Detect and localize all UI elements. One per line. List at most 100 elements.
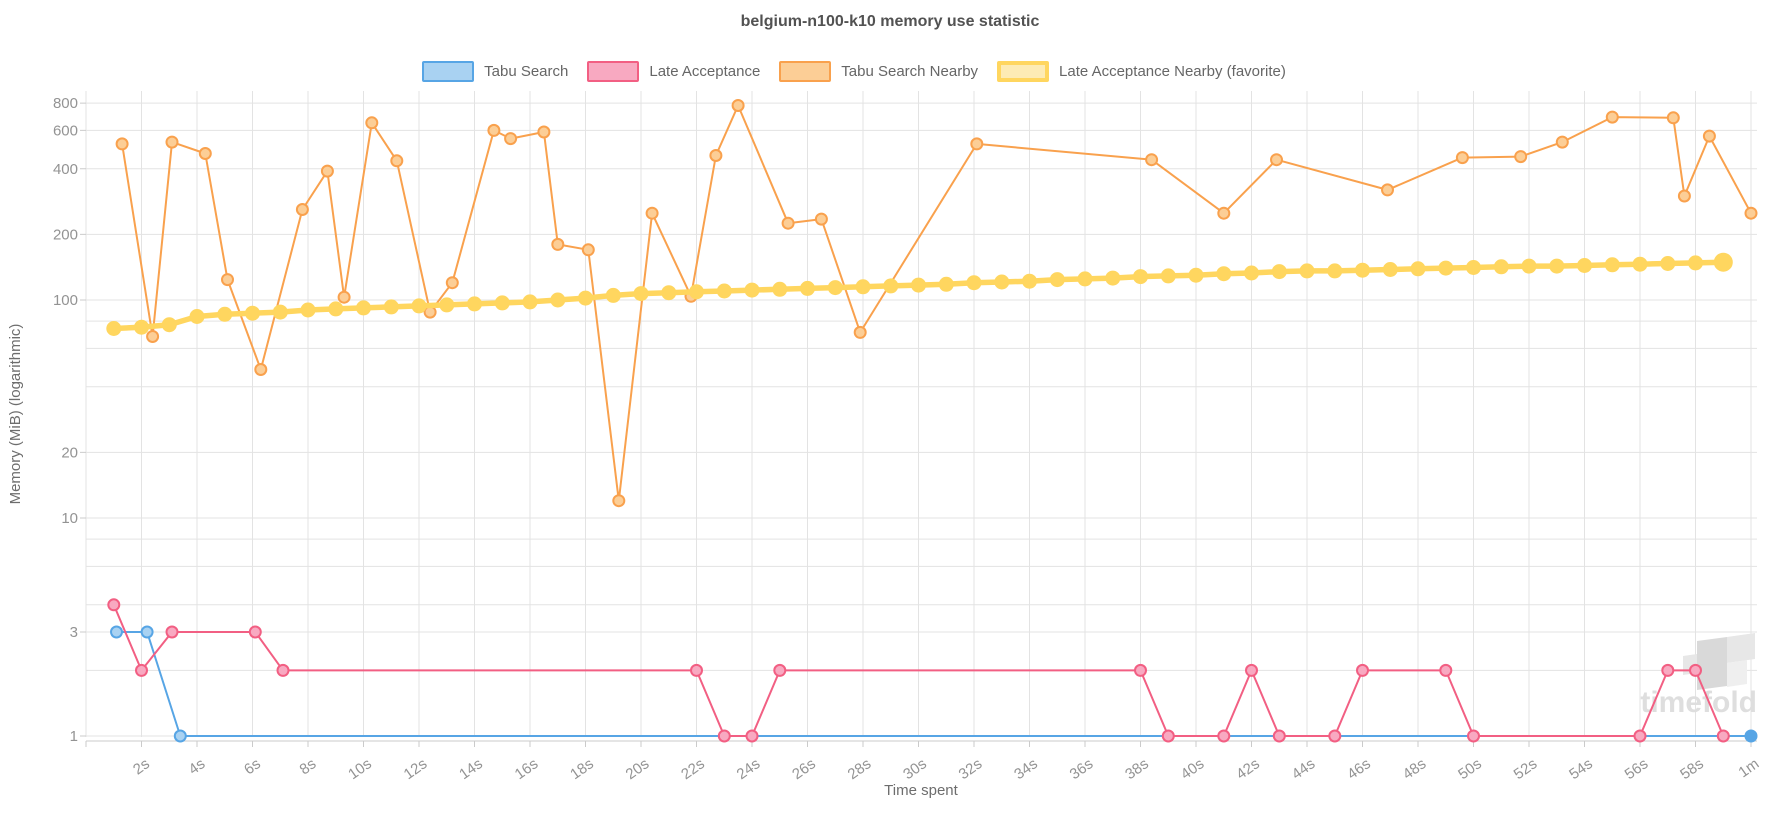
data-point-late-acceptance-nearby-favorite[interactable]: [1355, 262, 1370, 278]
data-point-late-acceptance-nearby-favorite[interactable]: [689, 284, 704, 300]
data-point-late-acceptance-nearby-favorite[interactable]: [245, 305, 260, 321]
data-point-late-acceptance-nearby-favorite[interactable]: [494, 295, 510, 311]
data-point-late-acceptance-nearby-favorite[interactable]: [1216, 266, 1232, 282]
data-point-late-acceptance[interactable]: [1328, 729, 1342, 743]
data-point-late-acceptance-nearby-favorite[interactable]: [1299, 263, 1315, 279]
data-point-late-acceptance-nearby-favorite[interactable]: [827, 280, 843, 296]
data-point-tabu-search[interactable]: [1744, 729, 1758, 743]
data-point-late-acceptance-nearby-favorite[interactable]: [605, 287, 621, 303]
data-point-tabu-search-nearby[interactable]: [814, 212, 828, 226]
legend-item-tabu-search[interactable]: Tabu Search: [422, 61, 568, 82]
data-point-late-acceptance-nearby-favorite[interactable]: [106, 321, 122, 336]
data-point-late-acceptance-nearby-favorite[interactable]: [356, 300, 371, 316]
data-point-tabu-search-nearby[interactable]: [487, 123, 501, 137]
data-point-late-acceptance-nearby-favorite[interactable]: [1660, 256, 1676, 271]
data-point-late-acceptance[interactable]: [1217, 729, 1231, 743]
data-point-late-acceptance-nearby-favorite[interactable]: [1493, 259, 1509, 275]
data-point-tabu-search-nearby[interactable]: [1455, 151, 1469, 165]
data-point-late-acceptance[interactable]: [276, 663, 290, 677]
data-point-tabu-search-nearby[interactable]: [1744, 206, 1758, 220]
data-point-late-acceptance-nearby-favorite[interactable]: [994, 274, 1010, 290]
data-point-late-acceptance-nearby-favorite[interactable]: [772, 281, 788, 297]
data-point-late-acceptance[interactable]: [135, 663, 148, 677]
data-point-late-acceptance-nearby-favorite[interactable]: [855, 279, 871, 295]
data-point-tabu-search-nearby[interactable]: [1145, 153, 1159, 167]
data-point-tabu-search-nearby[interactable]: [970, 137, 984, 151]
data-point-late-acceptance-nearby-favorite[interactable]: [272, 304, 288, 320]
data-point-tabu-search-nearby[interactable]: [581, 243, 595, 257]
data-point-late-acceptance-nearby-favorite[interactable]: [467, 296, 482, 312]
data-point-tabu-search[interactable]: [110, 625, 123, 639]
data-point-tabu-search-nearby[interactable]: [165, 135, 179, 149]
data-point-tabu-search-nearby[interactable]: [1666, 111, 1680, 125]
data-point-late-acceptance-nearby-favorite[interactable]: [800, 280, 815, 296]
data-point-late-acceptance[interactable]: [690, 663, 703, 677]
data-point-late-acceptance[interactable]: [107, 598, 121, 612]
data-point-late-acceptance[interactable]: [1661, 663, 1675, 677]
data-point-tabu-search[interactable]: [140, 625, 154, 639]
data-point-late-acceptance-nearby-favorite[interactable]: [1049, 272, 1065, 288]
data-point-tabu-search-nearby[interactable]: [115, 137, 129, 151]
data-point-late-acceptance-nearby-favorite[interactable]: [189, 309, 205, 324]
data-point-late-acceptance[interactable]: [1161, 729, 1175, 743]
data-point-tabu-search-nearby[interactable]: [1217, 206, 1231, 220]
data-point-late-acceptance-nearby-favorite[interactable]: [1438, 260, 1454, 276]
data-point-late-acceptance-nearby-favorite[interactable]: [633, 286, 649, 302]
data-point-late-acceptance-nearby-favorite[interactable]: [1713, 252, 1733, 272]
data-point-late-acceptance-nearby-favorite[interactable]: [439, 297, 455, 313]
data-point-late-acceptance-nearby-favorite[interactable]: [383, 299, 399, 315]
data-point-tabu-search-nearby[interactable]: [221, 273, 234, 287]
data-point-late-acceptance[interactable]: [1356, 663, 1369, 677]
data-point-tabu-search-nearby[interactable]: [1605, 110, 1619, 124]
data-point-tabu-search-nearby[interactable]: [320, 164, 334, 178]
data-point-late-acceptance-nearby-favorite[interactable]: [966, 275, 982, 291]
data-point-tabu-search-nearby[interactable]: [254, 363, 268, 376]
data-point-late-acceptance-nearby-favorite[interactable]: [1022, 273, 1037, 289]
data-point-late-acceptance-nearby-favorite[interactable]: [716, 283, 732, 299]
data-point-tabu-search-nearby[interactable]: [853, 325, 867, 339]
data-point-late-acceptance[interactable]: [773, 663, 787, 677]
data-point-late-acceptance[interactable]: [1245, 663, 1258, 677]
data-point-late-acceptance-nearby-favorite[interactable]: [1466, 260, 1481, 275]
data-point-late-acceptance-nearby-favorite[interactable]: [883, 278, 899, 294]
data-point-late-acceptance[interactable]: [1467, 729, 1480, 743]
data-point-late-acceptance[interactable]: [1272, 729, 1286, 743]
data-point-tabu-search-nearby[interactable]: [551, 237, 565, 251]
data-point-late-acceptance-nearby-favorite[interactable]: [1410, 261, 1426, 277]
data-point-tabu-search-nearby[interactable]: [390, 154, 404, 168]
legend-item-late-acceptance[interactable]: Late Acceptance: [587, 61, 760, 82]
data-point-tabu-search-nearby[interactable]: [1702, 129, 1716, 143]
data-point-late-acceptance-nearby-favorite[interactable]: [1688, 255, 1703, 271]
data-point-late-acceptance-nearby-favorite[interactable]: [744, 282, 760, 298]
data-point-tabu-search-nearby[interactable]: [537, 125, 551, 139]
data-point-tabu-search-nearby[interactable]: [337, 290, 351, 304]
data-point-tabu-search-nearby[interactable]: [504, 132, 518, 146]
data-point-late-acceptance-nearby-favorite[interactable]: [938, 276, 954, 292]
legend-item-tabu-search-nearby[interactable]: Tabu Search Nearby: [779, 61, 978, 82]
data-point-late-acceptance-nearby-favorite[interactable]: [134, 319, 149, 335]
data-point-late-acceptance[interactable]: [1633, 729, 1647, 743]
data-point-tabu-search[interactable]: [173, 729, 187, 743]
data-point-late-acceptance-nearby-favorite[interactable]: [1105, 270, 1121, 286]
data-point-late-acceptance-nearby-favorite[interactable]: [217, 306, 233, 322]
data-point-late-acceptance[interactable]: [248, 625, 262, 639]
data-point-late-acceptance-nearby-favorite[interactable]: [161, 317, 177, 333]
data-point-late-acceptance-nearby-favorite[interactable]: [522, 294, 538, 310]
data-point-late-acceptance-nearby-favorite[interactable]: [578, 290, 593, 306]
data-point-tabu-search-nearby[interactable]: [1514, 150, 1528, 164]
data-point-late-acceptance-nearby-favorite[interactable]: [411, 298, 427, 314]
data-point-late-acceptance-nearby-favorite[interactable]: [1327, 263, 1343, 279]
data-point-tabu-search-nearby[interactable]: [1555, 135, 1569, 149]
data-point-tabu-search-nearby[interactable]: [1677, 189, 1691, 203]
data-point-tabu-search-nearby[interactable]: [645, 206, 659, 220]
data-point-late-acceptance[interactable]: [1716, 729, 1730, 743]
data-point-late-acceptance-nearby-favorite[interactable]: [1077, 271, 1093, 287]
data-point-late-acceptance-nearby-favorite[interactable]: [550, 292, 566, 308]
data-point-tabu-search-nearby[interactable]: [612, 494, 626, 508]
data-point-tabu-search-nearby[interactable]: [1270, 153, 1283, 167]
data-point-late-acceptance[interactable]: [1134, 663, 1147, 677]
data-point-tabu-search-nearby[interactable]: [731, 99, 745, 112]
data-point-late-acceptance[interactable]: [717, 729, 731, 743]
data-point-late-acceptance[interactable]: [165, 625, 179, 639]
